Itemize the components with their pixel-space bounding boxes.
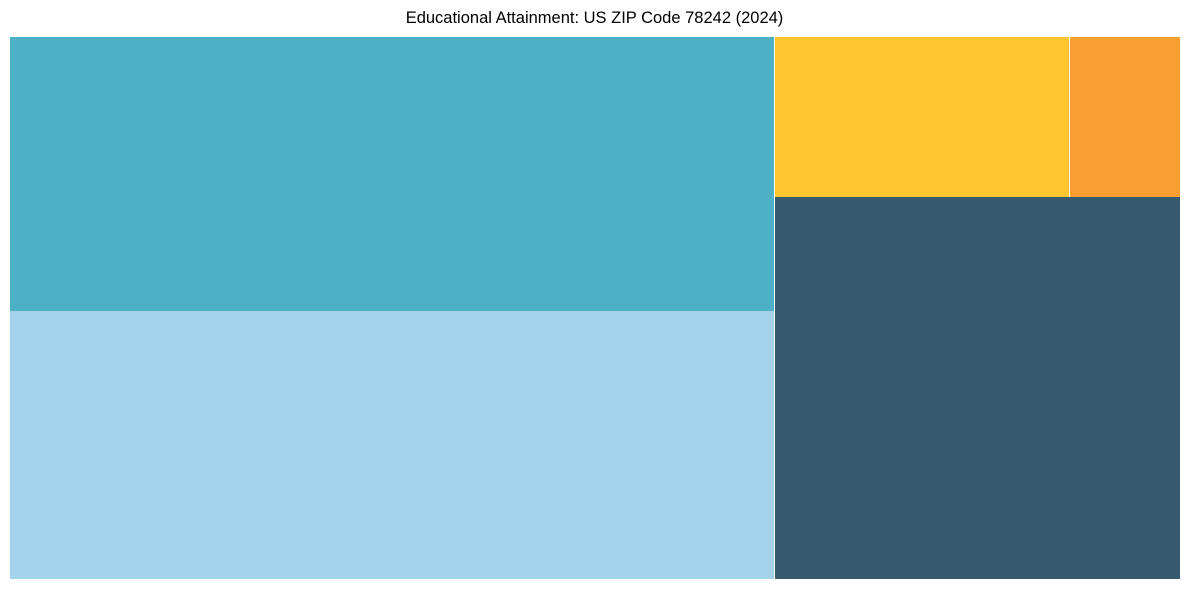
treemap [10, 37, 1180, 579]
tile-yellow[interactable] [775, 37, 1069, 197]
tile-teal[interactable] [10, 37, 774, 311]
chart-title: Educational Attainment: US ZIP Code 7824… [405, 9, 784, 27]
tile-dark-slate[interactable] [775, 197, 1180, 579]
tile-light-blue[interactable] [10, 311, 774, 579]
tile-orange[interactable] [1070, 37, 1180, 197]
